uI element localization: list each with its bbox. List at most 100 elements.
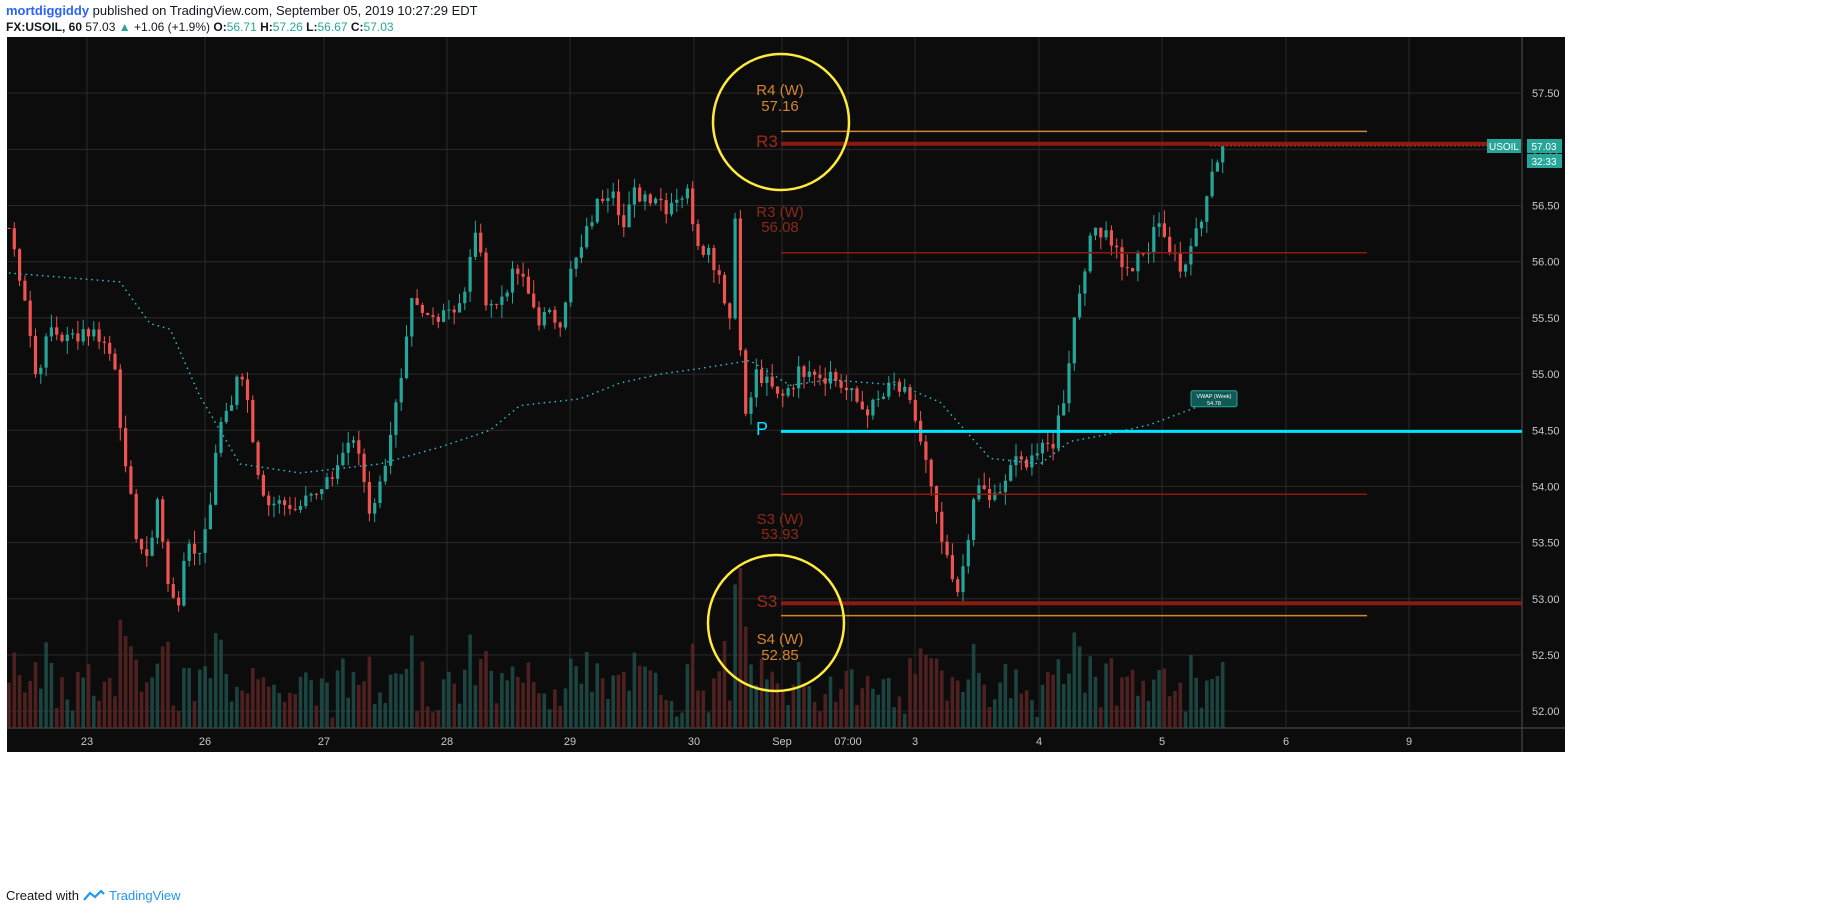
candle-body (940, 511, 944, 542)
volume-bar (39, 688, 43, 728)
countdown-tag (1527, 153, 1562, 168)
candle-body (325, 477, 329, 490)
candle-body (1205, 196, 1209, 222)
volume-bar (770, 671, 774, 728)
volume-bar (765, 679, 769, 728)
volume-bar (1152, 679, 1156, 728)
candle-body (431, 315, 435, 317)
candle-body (892, 381, 896, 383)
candle-body (585, 226, 589, 248)
candle-body (834, 372, 838, 381)
volume-bar (913, 674, 918, 728)
volume-bar (134, 659, 138, 728)
volume-bar (759, 658, 764, 728)
y-tick-label: 55.50 (1532, 313, 1560, 325)
candle-body (33, 335, 38, 374)
candle-body (298, 505, 303, 510)
x-tick-label: 26 (199, 736, 211, 748)
candle-body (442, 310, 446, 322)
candle-body (240, 376, 244, 380)
y-tick-label: 53.50 (1532, 538, 1560, 550)
candle-body (320, 489, 324, 495)
volume-bar (993, 699, 997, 728)
volume-bar (388, 674, 393, 728)
volume-bar (812, 701, 817, 728)
volume-bar (325, 682, 329, 728)
author-link[interactable]: mortdiggiddy (6, 3, 90, 18)
candle-body (601, 198, 605, 202)
candle-body (786, 388, 790, 396)
candle-body (728, 303, 732, 319)
volume-bar (219, 639, 223, 728)
published-text: published on TradingView.com, September … (92, 3, 478, 18)
volume-bar (362, 681, 366, 728)
volume-bar (367, 656, 372, 728)
brand-link[interactable]: TradingView (108, 888, 181, 903)
candle-body (367, 482, 371, 514)
candle-body (1078, 293, 1082, 318)
volume-bar (383, 703, 388, 728)
volume-bar (722, 641, 727, 728)
volume-bar (961, 692, 965, 728)
volume-bar (569, 658, 573, 728)
candle-body (961, 566, 965, 593)
candle-body (495, 303, 499, 305)
candle-body (272, 503, 276, 506)
candle-body (781, 393, 785, 396)
volume-bar (256, 679, 260, 728)
candle-body (235, 376, 239, 406)
volume-bar (516, 676, 520, 728)
candle-body (717, 270, 721, 275)
candle-body (484, 252, 488, 306)
volume-bar (1183, 711, 1188, 728)
created-with-text: Created with (6, 888, 79, 903)
candle-body (908, 387, 912, 400)
candle-body (1221, 145, 1225, 163)
volume-bar (929, 658, 933, 728)
candle-body (696, 224, 700, 247)
volume-bar (743, 626, 748, 728)
volume-bar (436, 709, 441, 728)
candle-body (113, 353, 117, 370)
volume-bar (415, 711, 419, 728)
candle-body (124, 428, 128, 467)
candle-body (680, 198, 684, 200)
candle-body (548, 309, 552, 312)
volume-bar (849, 669, 854, 728)
volume-bar (346, 697, 350, 728)
volume-bar (28, 680, 32, 728)
volume-bar (865, 675, 870, 728)
volume-bar (60, 677, 64, 728)
volume-bar (950, 676, 955, 728)
candle-body (595, 198, 599, 223)
candle-body (563, 302, 568, 328)
volume-bar (902, 713, 907, 728)
candle-body (876, 398, 880, 400)
volume-bar (887, 678, 891, 728)
s3-label: S3 (757, 592, 778, 611)
candle-body (86, 329, 91, 337)
up-arrow-icon: ▲ (118, 20, 131, 34)
candle-body (913, 399, 917, 421)
volume-bar (945, 700, 949, 728)
candle-body (436, 316, 440, 322)
last-price-tag-text: 57.03 (1531, 142, 1556, 153)
volume-bar (1114, 705, 1119, 728)
volume-bar (653, 672, 658, 728)
volume-bar (97, 700, 101, 728)
candle-body (71, 333, 75, 335)
volume-bar (1072, 632, 1077, 728)
volume-bar (213, 633, 218, 728)
high-value: 57.26 (272, 20, 303, 34)
volume-bar (966, 679, 971, 728)
candle-body (1040, 442, 1045, 454)
candle-body (214, 452, 218, 505)
candle-body (669, 202, 674, 215)
volume-bar (44, 642, 48, 728)
volume-bar (1046, 672, 1050, 728)
candle-body (760, 369, 764, 383)
candle-body (134, 493, 138, 540)
candle-body (314, 493, 318, 495)
candle-body (945, 541, 949, 556)
